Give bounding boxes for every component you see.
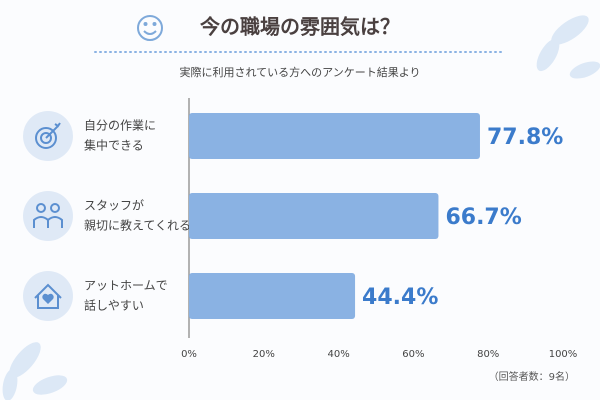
leaf-decoration — [2, 15, 600, 400]
smiley-icon — [137, 15, 163, 41]
category-label: 自分の作業に — [84, 119, 156, 133]
value-label: 66.7% — [445, 205, 521, 230]
category-label: 集中できる — [84, 138, 144, 153]
chart-title: 今の職場の雰囲気は？ — [200, 15, 400, 39]
category-label: スタッフが — [84, 198, 144, 213]
x-tick-label: 0% — [181, 349, 197, 360]
icons — [23, 111, 73, 321]
category-label: 親切に教えてくれる — [84, 218, 191, 233]
chart-subtitle: 実際に利用されている方へのアンケート結果より — [179, 65, 420, 79]
x-tick-label: 20% — [253, 349, 275, 360]
x-tick-label: 80% — [477, 349, 499, 360]
bar — [189, 113, 480, 159]
respondent-note: （回答者数：9名） — [489, 370, 575, 383]
bar — [189, 193, 439, 239]
x-tick-label: 60% — [402, 349, 424, 360]
x-tick-label: 40% — [327, 349, 349, 360]
category-label: アットホームで — [84, 279, 168, 293]
x-tick-label: 100% — [549, 349, 578, 360]
bar — [189, 273, 356, 319]
category-label: 話しやすい — [84, 298, 144, 313]
value-label: 77.8% — [487, 125, 563, 150]
value-label: 44.4% — [362, 285, 438, 310]
